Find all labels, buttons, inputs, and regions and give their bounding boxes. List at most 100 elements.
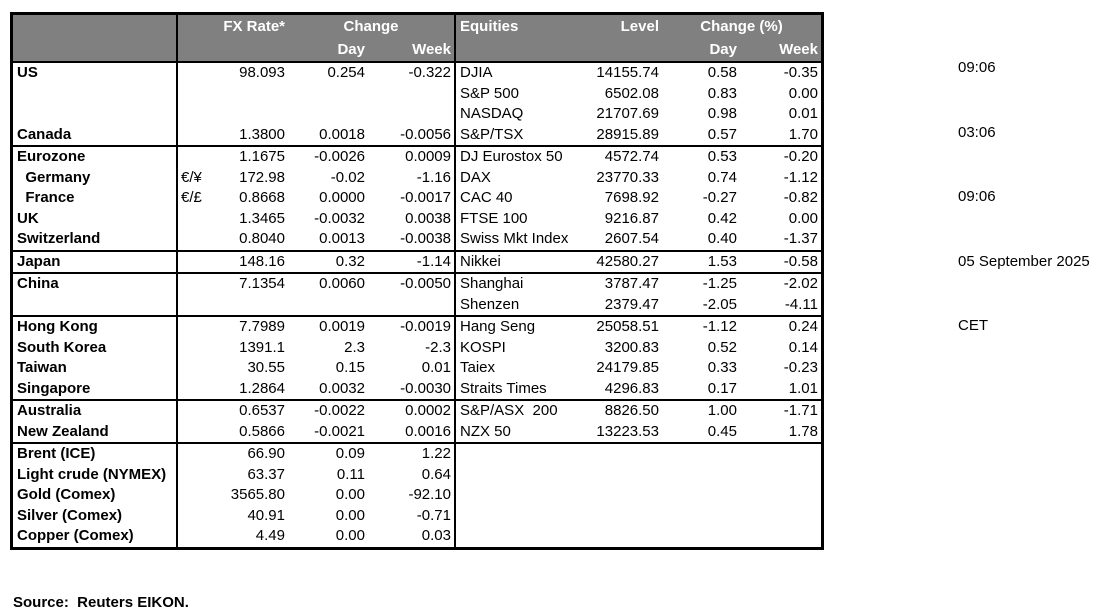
fx-change-week: -92.10 (368, 485, 456, 506)
equity-level: 3787.47 (604, 275, 659, 292)
equity-level: 42580.27 (596, 252, 659, 270)
fx-change-day: 0.0019 (319, 318, 365, 335)
equity-level: 7698.92 (604, 189, 659, 206)
equity-level: 6502.08 (604, 84, 659, 102)
fx-change-day: 0.11 (336, 465, 365, 483)
equity-change-week: -4.11 (784, 295, 818, 313)
header-blank-cell (13, 38, 178, 61)
fx-rate (210, 295, 288, 316)
table-body: US 98.093 0.254 -0.322 DJIA 14155.74 0.58 -0.35… (13, 63, 821, 547)
fx-change-day: 0.0013 (319, 230, 365, 247)
fx-rate: 0.8040 (239, 230, 285, 247)
fx-change-week: 0.0038 (368, 208, 456, 229)
equity-change-week: 0.00 (788, 209, 818, 227)
equity-level: 9216.87 (604, 209, 659, 227)
level-header: Level (620, 18, 659, 35)
fx-change-day: 0.00 (335, 486, 365, 503)
country-label: Taiwan (13, 358, 178, 379)
fx-rate: 98.093 (239, 64, 285, 81)
fx-week-header: Week (368, 38, 456, 61)
table-row: Singapore 1.2864 0.0032 -0.0030 Straits Time… (13, 378, 821, 400)
equity-change-day: 0.58 (707, 64, 737, 81)
fx-change-week: -0.0030 (368, 378, 456, 399)
country-label (13, 83, 178, 104)
fx-change-week (368, 104, 456, 125)
source-note: Source: Reuters EIKON. (13, 594, 189, 609)
country-label (13, 294, 178, 315)
currency-pair (178, 104, 210, 125)
equity-change-week: -0.20 (783, 148, 818, 165)
equity-change-week: -1.12 (783, 168, 818, 186)
equity-name: Shenzen (460, 295, 520, 313)
header-spacer (178, 38, 288, 61)
equity-change-day (662, 465, 740, 486)
equity-week-header: Week (779, 41, 818, 58)
fx-rate (210, 84, 288, 105)
table-row: Switzerland 0.8040 0.0013 -0.0038 Swiss Mkt … (13, 229, 821, 250)
fx-rate: 1.2864 (239, 379, 285, 397)
equity-change-week: -1.37 (783, 230, 818, 247)
country-label: Singapore (13, 378, 178, 399)
equity-change-day: 0.40 (707, 230, 737, 247)
currency-pair (178, 526, 210, 547)
fx-rate: 3565.80 (230, 486, 285, 503)
fx-change-week: 0.0002 (368, 401, 456, 422)
equity-change-day: 0.17 (707, 379, 737, 397)
equity-change-day: 1.00 (707, 402, 737, 419)
fx-rate (210, 104, 288, 125)
equity-name: Taiex (460, 359, 496, 376)
equity-name (456, 465, 588, 486)
equity-level: 25058.51 (596, 318, 659, 335)
table-row: New Zealand 0.5866 -0.0021 0.0016 NZX 50 1322… (13, 421, 821, 442)
equity-name (456, 526, 588, 547)
equity-change-week (740, 526, 821, 547)
country-label: France (13, 188, 178, 209)
fx-rate: 0.8668 (239, 189, 285, 206)
fx-rate: 0.5866 (239, 422, 285, 440)
currency-pair (178, 379, 210, 400)
country-label: Hong Kong (13, 317, 178, 338)
equity-change-week: -1.71 (783, 402, 818, 419)
fx-change-week (368, 294, 456, 315)
timestamp-line: 09:06 (958, 188, 996, 205)
fx-change-week: -0.322 (368, 63, 456, 84)
fx-change-day: 2.3 (344, 338, 365, 356)
equities-header: Equities (460, 18, 519, 35)
fx-rate: 30.55 (247, 359, 285, 376)
equity-change-pct-header: Change (%) (700, 18, 783, 35)
country-label: UK (13, 208, 178, 229)
equity-change-day: 0.53 (707, 148, 737, 165)
timestamp-line: 09:06 (958, 59, 996, 76)
equity-name: FTSE 100 (460, 209, 528, 227)
country-label: Eurozone (13, 147, 178, 168)
equity-level: 14155.74 (596, 64, 659, 81)
table-row: Australia 0.6537 -0.0022 0.0002 S&P/ASX 200 8… (13, 399, 821, 422)
equity-change-day: -2.05 (702, 295, 737, 313)
currency-pair (178, 444, 210, 465)
header-row-1: FX Rate* Change Equities Level Change (%… (13, 15, 821, 38)
fx-change-week: -0.0019 (368, 317, 456, 338)
date-line: 05 September 2025 (958, 252, 1090, 270)
fx-change-week: -2.3 (368, 337, 456, 358)
equity-level: 4296.83 (604, 379, 659, 397)
table-row: France €/£ 0.8668 0.0000 -0.0017 CAC 40 7698.9… (13, 188, 821, 209)
country-label: Germany (13, 167, 178, 188)
country-label: Light crude (NYMEX) (13, 464, 178, 485)
country-label: Switzerland (13, 229, 178, 250)
currency-pair (178, 338, 210, 359)
fx-change-day: -0.0021 (314, 422, 365, 440)
fx-change-day: -0.02 (330, 168, 365, 186)
equity-change-day: -0.27 (702, 189, 737, 206)
equity-name: CAC 40 (460, 189, 513, 206)
fx-change-day: -0.0022 (314, 402, 365, 419)
equity-level: 24179.85 (596, 359, 659, 376)
equity-change-day (662, 444, 740, 465)
equity-level (588, 465, 662, 486)
equity-name: S&P/ASX 200 (460, 402, 558, 419)
fx-change-week: -0.71 (368, 505, 456, 526)
table-row: Shenzen 2379.47 -2.05 -4.11 (13, 294, 821, 316)
currency-pair (178, 295, 210, 316)
fx-rate: 40.91 (247, 506, 285, 524)
timestamp-line: 03:06 (958, 123, 996, 141)
